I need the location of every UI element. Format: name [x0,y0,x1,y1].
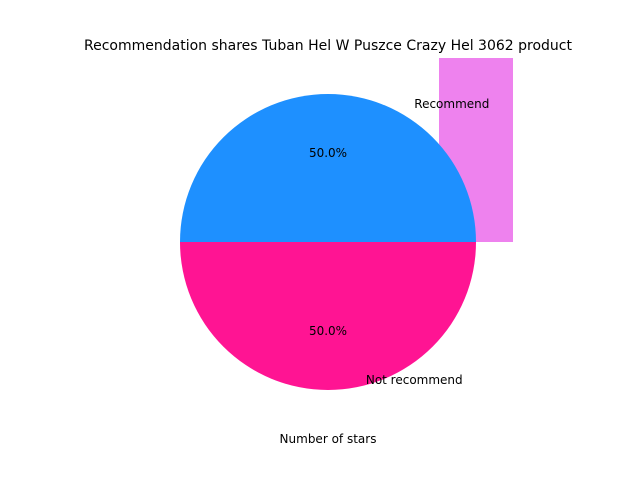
pie-slice [180,242,476,390]
pie-slice [180,94,476,242]
x-axis-label: Number of stars [280,432,377,446]
slice-percent-label: 50.0% [309,324,347,338]
chart-title: Recommendation shares Tuban Hel W Puszce… [84,38,572,54]
slice-label: Not recommend [366,373,463,387]
slice-percent-label: 50.0% [309,146,347,160]
slice-label: Recommend [414,97,489,111]
